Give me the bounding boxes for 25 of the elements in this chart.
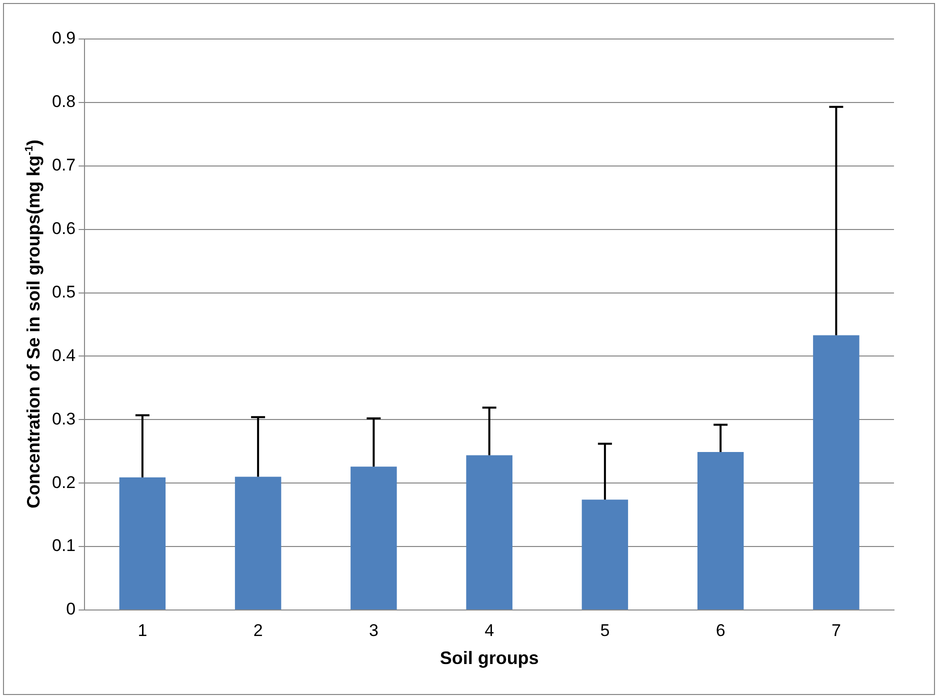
y-tick-label: 0.6 (52, 219, 76, 238)
bar (582, 500, 628, 610)
bar (234, 476, 282, 610)
x-tick-label: 4 (484, 620, 494, 640)
y-tick-label: 0 (66, 600, 76, 619)
x-tick-label: 1 (138, 620, 148, 640)
y-tick-label: 0.4 (52, 346, 76, 365)
x-tick-label: 7 (831, 620, 841, 640)
y-tick-label: 0.8 (52, 92, 76, 112)
x-axis-title: Soil groups (440, 648, 539, 668)
y-tick-label: 0.3 (52, 409, 76, 428)
y-tick-label: 0.7 (52, 156, 76, 175)
bar (697, 452, 744, 610)
y-tick-label: 0.5 (52, 282, 76, 302)
x-tick-label: 6 (716, 620, 726, 640)
bar (350, 466, 397, 610)
x-tick-label: 2 (253, 620, 263, 640)
y-tick-label: 0.2 (52, 472, 76, 492)
x-tick-label: 3 (368, 620, 378, 640)
y-tick-label: 0.9 (52, 28, 76, 48)
bar (466, 455, 512, 610)
bar (119, 477, 166, 610)
bar (813, 335, 860, 610)
x-tick-label: 5 (600, 620, 610, 640)
y-tick-label: 0.1 (52, 536, 76, 556)
